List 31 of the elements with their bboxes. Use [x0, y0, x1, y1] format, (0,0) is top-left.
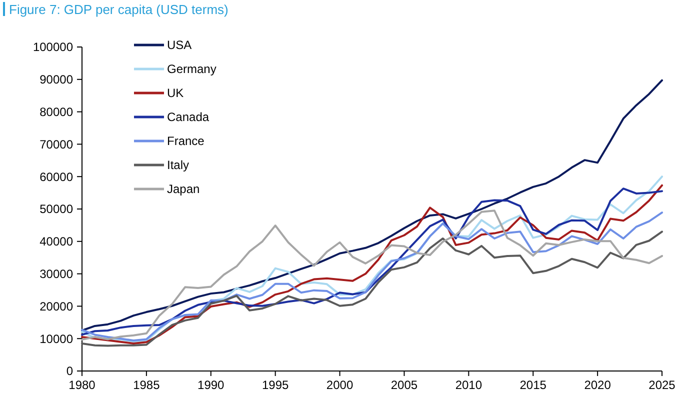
x-tick-label: 2005: [390, 378, 418, 392]
y-tick-label: 80000: [40, 105, 74, 119]
legend-label: Germany: [167, 62, 216, 76]
y-tick-label: 30000: [40, 267, 74, 281]
legend-label: Japan: [167, 182, 200, 196]
y-tick-label: 70000: [40, 137, 74, 152]
y-tick-label: 60000: [40, 170, 74, 184]
y-tick-label: 90000: [40, 72, 74, 87]
line-series: [81, 230, 663, 347]
chart-title: Figure 7: GDP per capita (USD terms): [9, 2, 228, 17]
legend-label: France: [167, 134, 205, 148]
y-tick-label: 50000: [40, 202, 74, 216]
x-tick-label: 2010: [455, 378, 482, 392]
y-tick-label: 100000: [32, 40, 74, 54]
legend-label: USA: [167, 38, 192, 52]
y-tick-label: 0: [66, 364, 74, 378]
y-tick-label: 40000: [40, 234, 74, 249]
y-tick-label: 10000: [40, 332, 74, 346]
x-tick-label: 2000: [326, 378, 354, 392]
x-tick-label: 1990: [198, 378, 225, 392]
legend-label: UK: [167, 86, 184, 100]
x-tick-label: 2025: [648, 378, 676, 392]
x-tick-label: 1985: [133, 378, 160, 392]
legend-label: Canada: [167, 110, 210, 124]
x-tick-label: 1980: [68, 378, 96, 392]
legend-label: Italy: [167, 158, 190, 172]
y-tick-label: 20000: [40, 299, 74, 314]
line-series: [81, 79, 663, 332]
x-tick-label: 2020: [584, 378, 612, 392]
x-tick-label: 1995: [262, 378, 290, 392]
x-tick-label: 2015: [520, 378, 547, 392]
